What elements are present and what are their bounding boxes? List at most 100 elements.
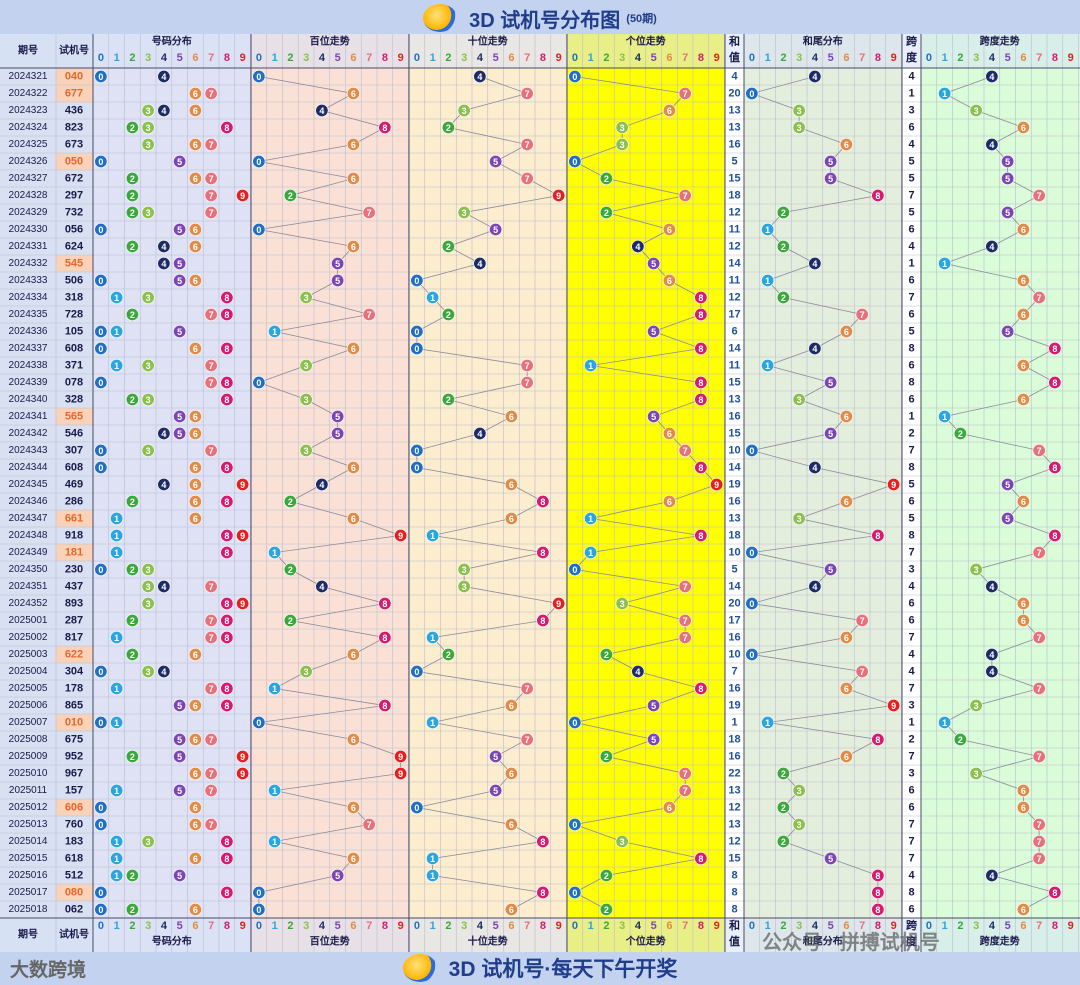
tens-ball	[520, 86, 534, 100]
sum-tail-ball-label: 2	[781, 769, 786, 779]
number-dist-ball-label: 6	[193, 514, 198, 524]
units-ball	[584, 358, 598, 372]
number-dist-ball-label: 9	[240, 191, 245, 201]
span-trend-ball	[985, 868, 999, 882]
tens-ball	[504, 409, 518, 423]
number-cell: 297	[65, 190, 83, 202]
sum-tail-ball-label: 5	[828, 157, 833, 167]
digit-header-tens-8: 8	[540, 52, 546, 64]
digit-header-sum-tail-4-footer: 4	[812, 920, 819, 932]
span-trend-ball	[1001, 324, 1015, 338]
digit-header-hundreds-5-footer: 5	[335, 920, 341, 932]
sum-tail-ball-label: 6	[844, 752, 849, 762]
col-header-period-footer: 期号	[18, 928, 38, 941]
digit-header-sum-tail-5: 5	[828, 52, 834, 64]
col-header-tens-footer: 十位走势	[468, 935, 508, 948]
hundreds-ball-label: 5	[335, 276, 340, 286]
hundreds-ball-label: 2	[288, 191, 293, 201]
number-dist-ball-label: 6	[193, 344, 198, 354]
digit-header-span-trend-8-footer: 8	[1052, 920, 1058, 932]
sum-value-cell: 14	[728, 343, 741, 355]
digit-header-number-dist-7-footer: 7	[208, 920, 214, 932]
digit-header-tens-3-footer: 3	[461, 920, 467, 932]
span-value-cell: 1	[908, 411, 914, 423]
number-dist-ball	[220, 392, 234, 406]
number-cell: 967	[65, 768, 83, 780]
span-trend-ball	[1048, 528, 1062, 542]
number-dist-ball	[188, 426, 202, 440]
digit-header-units-5: 5	[651, 52, 657, 64]
sum-tail-ball	[792, 121, 806, 135]
number-dist-ball-label: 2	[130, 905, 135, 915]
span-trend-ball-label: 7	[1037, 684, 1042, 694]
units-ball-label: 8	[698, 531, 703, 541]
period-cell: 2025004	[9, 666, 48, 677]
span-value-cell: 6	[908, 615, 914, 627]
sum-tail-ball-label: 8	[875, 905, 880, 915]
period-cell: 2024325	[9, 139, 48, 150]
units-ball	[694, 290, 708, 304]
col-header-sum-bottom-footer: 值	[729, 934, 740, 948]
period-cell: 2024337	[9, 343, 48, 354]
digit-header-hundreds-2-footer: 2	[287, 920, 293, 932]
tens-ball	[457, 579, 471, 593]
lottery-ball-logo-icon	[423, 4, 458, 32]
hundreds-ball-label: 0	[256, 718, 261, 728]
span-value-cell: 6	[908, 394, 914, 406]
sum-tail-ball-label: 8	[875, 888, 880, 898]
hundreds-ball-label: 0	[256, 157, 261, 167]
digit-header-span-trend-1-footer: 1	[942, 920, 948, 932]
tens-ball	[441, 647, 455, 661]
number-dist-ball	[188, 341, 202, 355]
number-dist-ball	[157, 104, 171, 118]
hundreds-ball	[315, 104, 329, 118]
col-header-units-footer: 个位走势	[625, 935, 666, 948]
units-ball-label: 3	[620, 123, 625, 133]
col-header-span-top: 跨	[906, 34, 918, 48]
units-ball-label: 9	[714, 480, 719, 490]
sum-tail-ball-label: 0	[749, 446, 754, 456]
tens-ball-label: 0	[414, 803, 419, 813]
span-trend-ball	[1048, 885, 1062, 899]
number-dist-ball	[204, 443, 218, 457]
digit-header-sum-tail-4: 4	[812, 52, 819, 64]
sum-tail-ball	[887, 698, 901, 712]
number-dist-ball-label: 1	[114, 514, 119, 524]
number-dist-ball	[204, 358, 218, 372]
digit-header-hundreds-4-footer: 4	[319, 920, 326, 932]
number-dist-ball-label: 6	[193, 735, 198, 745]
digit-header-sum-tail-0-footer: 0	[749, 920, 755, 932]
tens-ball-label: 8	[540, 616, 545, 626]
sum-tail-ball	[871, 902, 885, 916]
units-ball-label: 7	[683, 191, 688, 201]
tens-ball	[489, 155, 503, 169]
sum-tail-ball-label: 1	[765, 361, 770, 371]
tens-ball	[473, 257, 487, 271]
number-dist-ball-label: 8	[224, 497, 229, 507]
period-cell: 2024327	[9, 173, 48, 184]
number-dist-ball	[94, 443, 108, 457]
tens-ball-label: 2	[446, 123, 451, 133]
digit-header-span-trend-4: 4	[989, 52, 996, 64]
tens-ball-label: 4	[477, 429, 482, 439]
digit-header-span-trend-2: 2	[957, 52, 963, 64]
brand-label: 大数跨境	[10, 960, 87, 981]
period-cell: 2024347	[9, 513, 48, 524]
number-dist-ball-label: 6	[193, 225, 198, 235]
digit-header-tens-1: 1	[430, 52, 436, 64]
number-dist-ball-label: 0	[98, 718, 103, 728]
sum-tail-ball-label: 6	[844, 412, 849, 422]
number-cell: 618	[65, 853, 83, 865]
tens-ball-label: 1	[430, 531, 435, 541]
number-cell: 230	[65, 564, 83, 576]
number-dist-ball	[204, 681, 218, 695]
hundreds-ball	[331, 257, 345, 271]
units-ball	[599, 868, 613, 882]
span-value-cell: 4	[908, 666, 915, 678]
sum-value-cell: 8	[731, 870, 737, 882]
tens-ball	[410, 443, 424, 457]
span-trend-ball-label: 5	[1005, 480, 1010, 490]
span-trend-ball	[985, 240, 999, 254]
hundreds-ball-label: 0	[256, 72, 261, 82]
number-dist-ball-label: 0	[98, 446, 103, 456]
